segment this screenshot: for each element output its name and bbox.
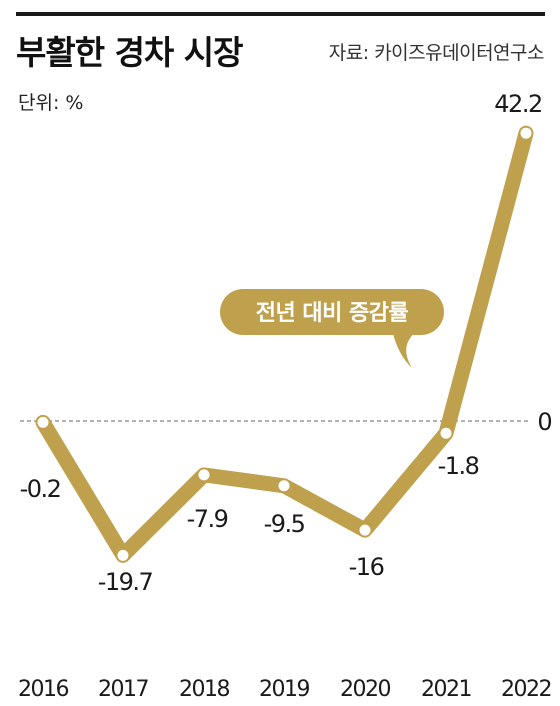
annotation-bubble: 전년 대비 증감률 <box>220 289 444 368</box>
data-label-2018: -7.9 <box>187 505 228 533</box>
point-2016 <box>37 416 49 428</box>
point-2022 <box>520 127 532 139</box>
data-label-2022: 42.2 <box>494 90 541 118</box>
x-tick-2021: 2021 <box>421 677 471 702</box>
data-label-2020: -16 <box>349 553 384 581</box>
top-rule <box>16 12 545 16</box>
data-label-2019: -9.5 <box>264 510 305 538</box>
series-line <box>35 125 534 563</box>
x-tick-2018: 2018 <box>179 677 229 702</box>
chart-title: 부활한 경차 시장 <box>16 33 243 72</box>
x-tick-2022: 2022 <box>501 677 551 702</box>
data-label-2021: -1.8 <box>438 452 479 480</box>
zero-tick-label: 0 <box>537 408 552 436</box>
x-tick-2019: 2019 <box>259 677 309 702</box>
x-tick-2020: 2020 <box>340 677 390 702</box>
annotation-bubble-tail <box>392 330 418 368</box>
point-2017 <box>117 549 129 561</box>
data-label-2017: -19.7 <box>98 568 153 596</box>
x-tick-2017: 2017 <box>98 677 148 702</box>
chart-unit: 단위: % <box>18 92 84 114</box>
x-tick-2016: 2016 <box>18 677 68 702</box>
chart-source: 자료: 카이즈유데이터연구소 <box>328 42 545 64</box>
point-2021 <box>440 427 452 439</box>
point-2018 <box>198 469 210 481</box>
data-label-2016: -0.2 <box>20 475 61 503</box>
annotation-bubble-body <box>220 289 444 335</box>
annotation-text: 전년 대비 증감률 <box>256 301 409 326</box>
point-2020 <box>359 524 371 536</box>
point-2019 <box>278 480 290 492</box>
